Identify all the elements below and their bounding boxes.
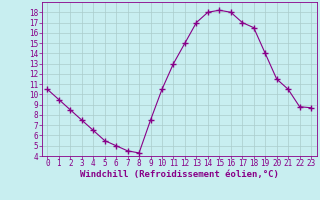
- X-axis label: Windchill (Refroidissement éolien,°C): Windchill (Refroidissement éolien,°C): [80, 170, 279, 179]
